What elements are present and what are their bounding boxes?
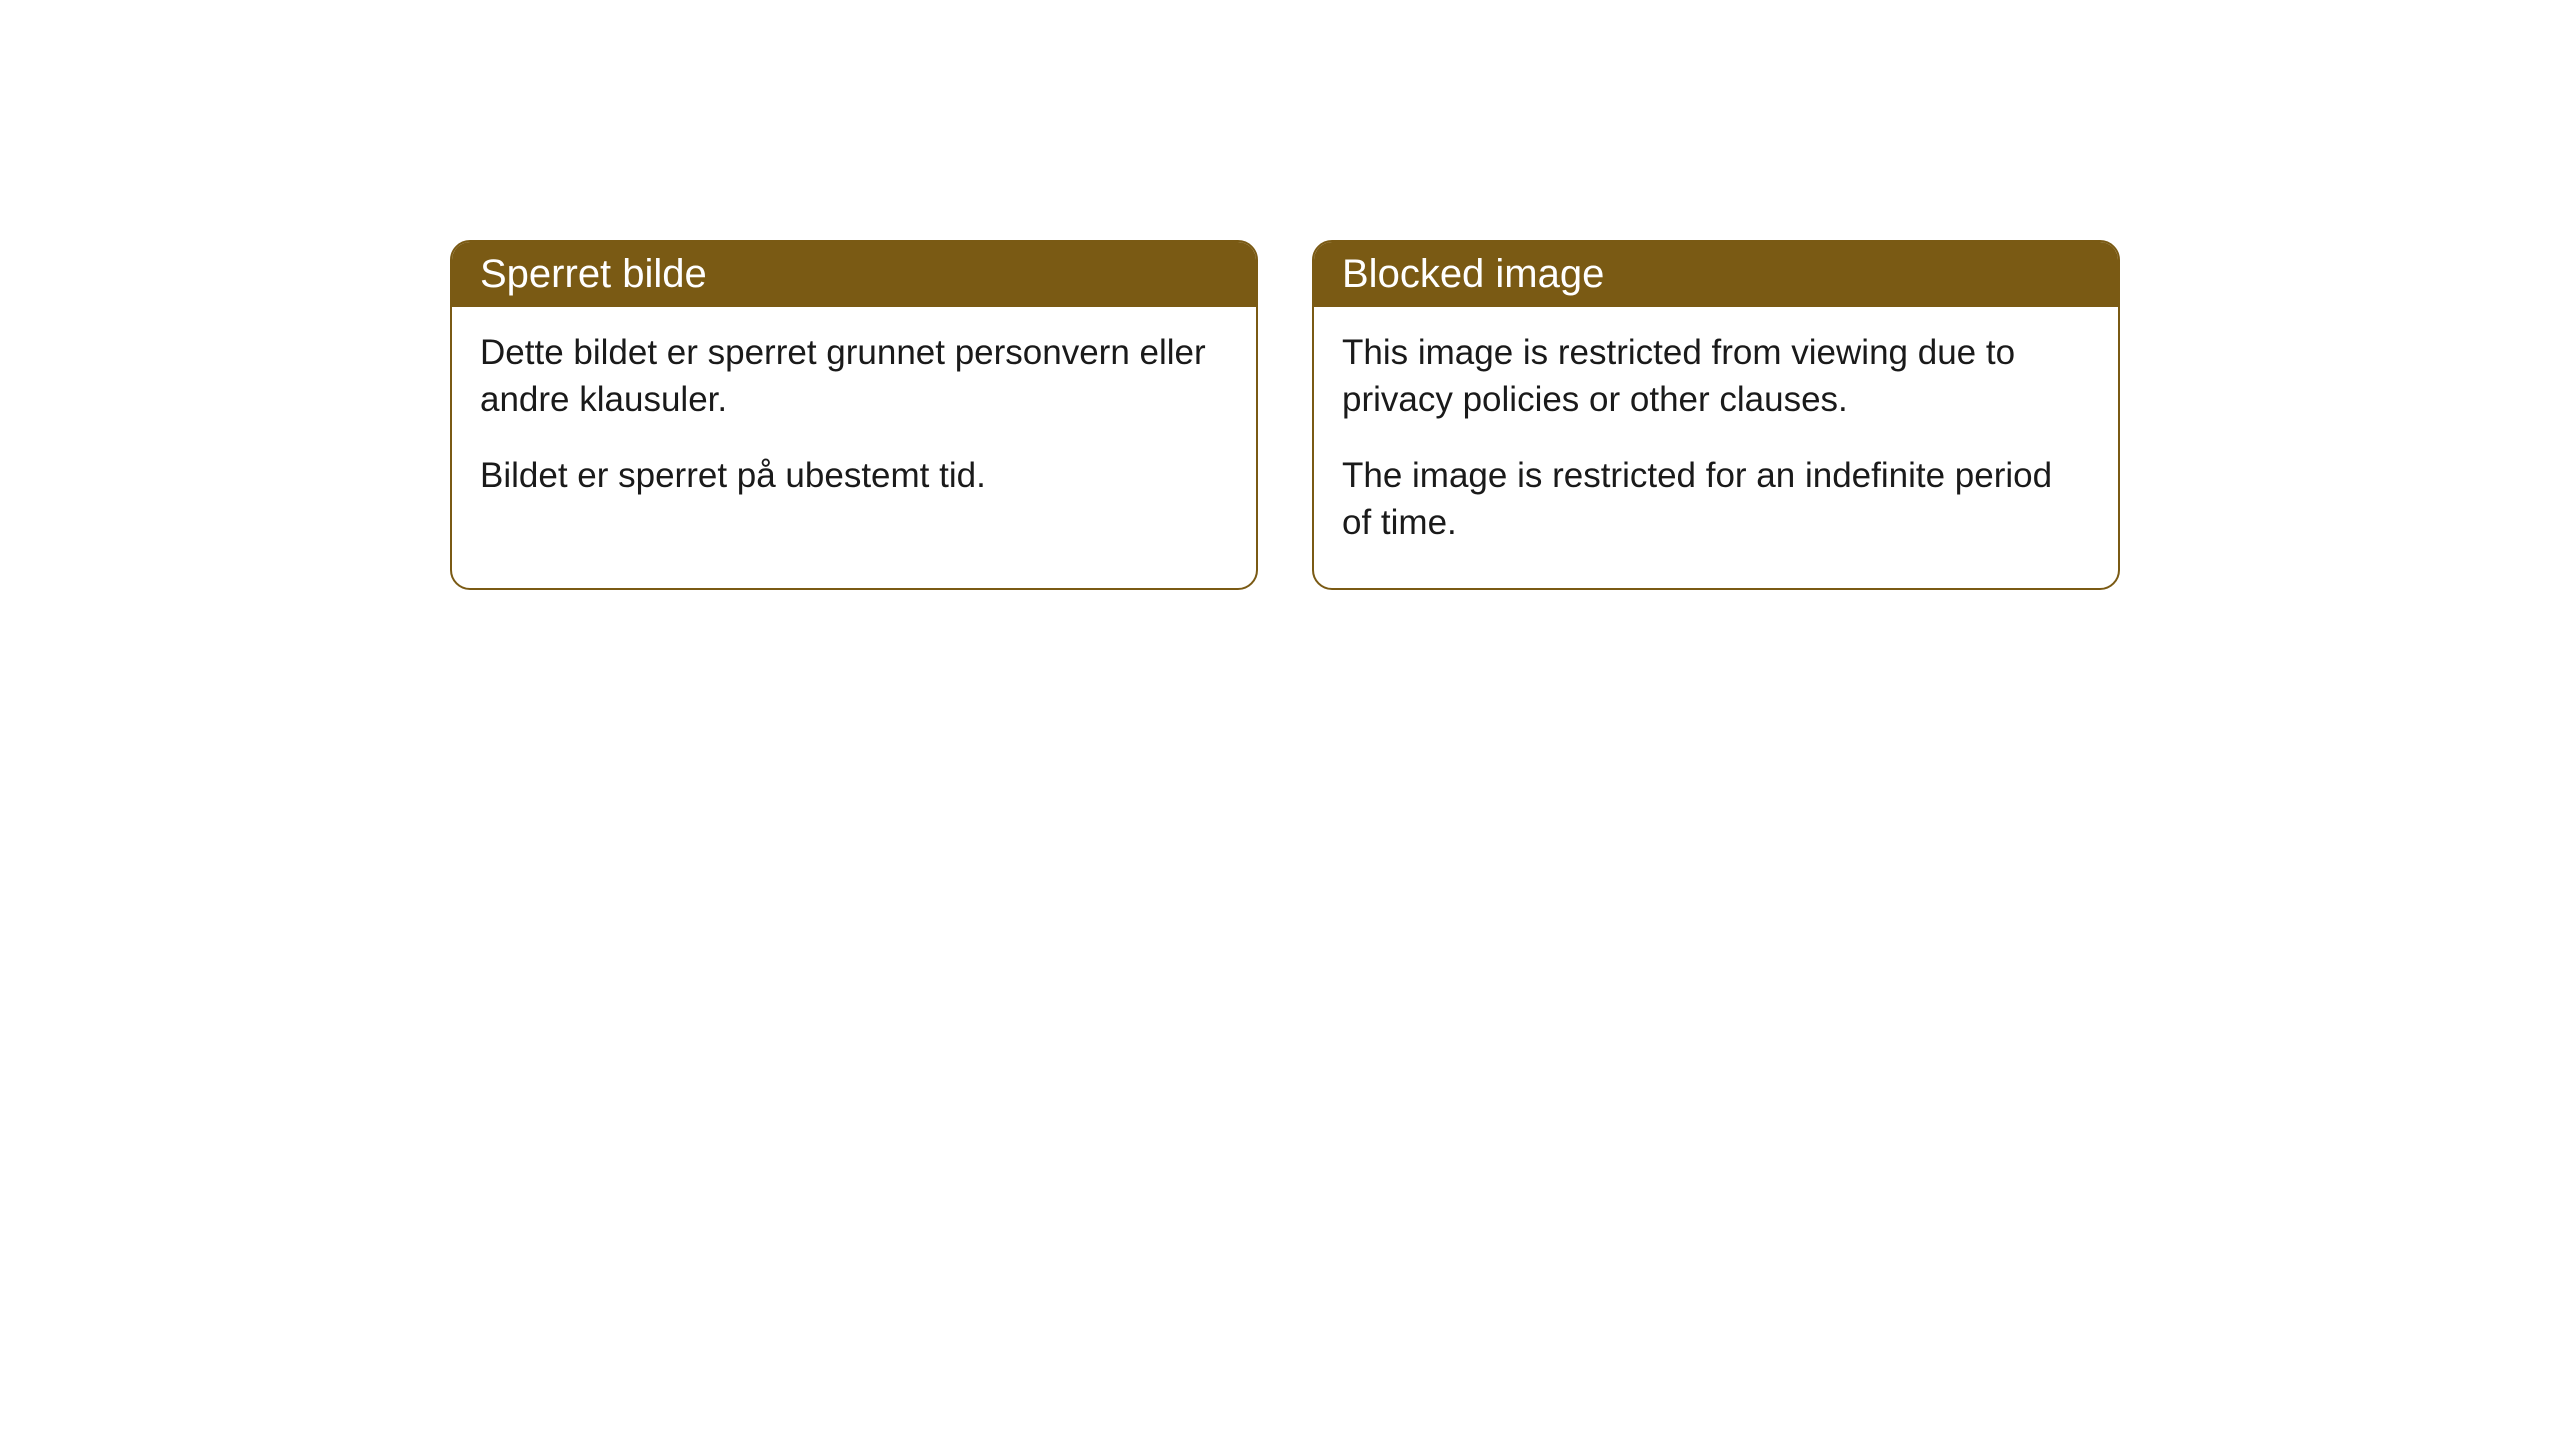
card-paragraph-1: This image is restricted from viewing du… [1342, 329, 2090, 424]
card-body: This image is restricted from viewing du… [1314, 307, 2118, 588]
card-title: Blocked image [1342, 252, 1604, 296]
card-paragraph-2: Bildet er sperret på ubestemt tid. [480, 452, 1228, 499]
card-paragraph-2: The image is restricted for an indefinit… [1342, 452, 2090, 547]
notice-card-norwegian: Sperret bilde Dette bildet er sperret gr… [450, 240, 1258, 590]
notice-cards-container: Sperret bilde Dette bildet er sperret gr… [0, 0, 2560, 590]
card-header: Sperret bilde [452, 242, 1256, 307]
card-header: Blocked image [1314, 242, 2118, 307]
card-body: Dette bildet er sperret grunnet personve… [452, 307, 1256, 541]
card-paragraph-1: Dette bildet er sperret grunnet personve… [480, 329, 1228, 424]
card-title: Sperret bilde [480, 252, 707, 296]
notice-card-english: Blocked image This image is restricted f… [1312, 240, 2120, 590]
